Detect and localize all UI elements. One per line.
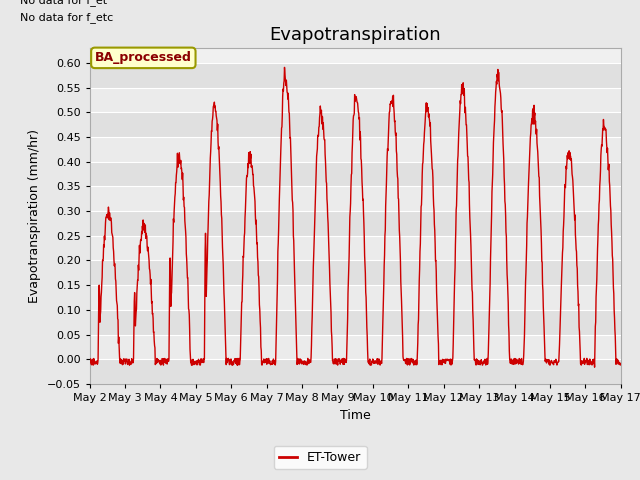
Bar — [90, 335, 621, 360]
Bar — [90, 360, 621, 384]
X-axis label: Time: Time — [340, 408, 371, 421]
Bar — [90, 186, 621, 211]
Title: Evapotranspiration: Evapotranspiration — [269, 25, 441, 44]
Text: No data for f_etc: No data for f_etc — [20, 12, 113, 23]
Bar — [90, 285, 621, 310]
Bar — [90, 211, 621, 236]
Text: No data for f_et: No data for f_et — [20, 0, 108, 6]
Bar — [90, 112, 621, 137]
Bar — [90, 236, 621, 261]
Legend: ET-Tower: ET-Tower — [273, 446, 367, 469]
Bar — [90, 310, 621, 335]
Bar — [90, 87, 621, 112]
Y-axis label: Evapotranspiration (mm/hr): Evapotranspiration (mm/hr) — [28, 129, 41, 303]
Bar — [90, 63, 621, 87]
Bar — [90, 137, 621, 162]
Text: BA_processed: BA_processed — [95, 51, 192, 64]
Bar — [90, 162, 621, 186]
Bar — [90, 261, 621, 285]
